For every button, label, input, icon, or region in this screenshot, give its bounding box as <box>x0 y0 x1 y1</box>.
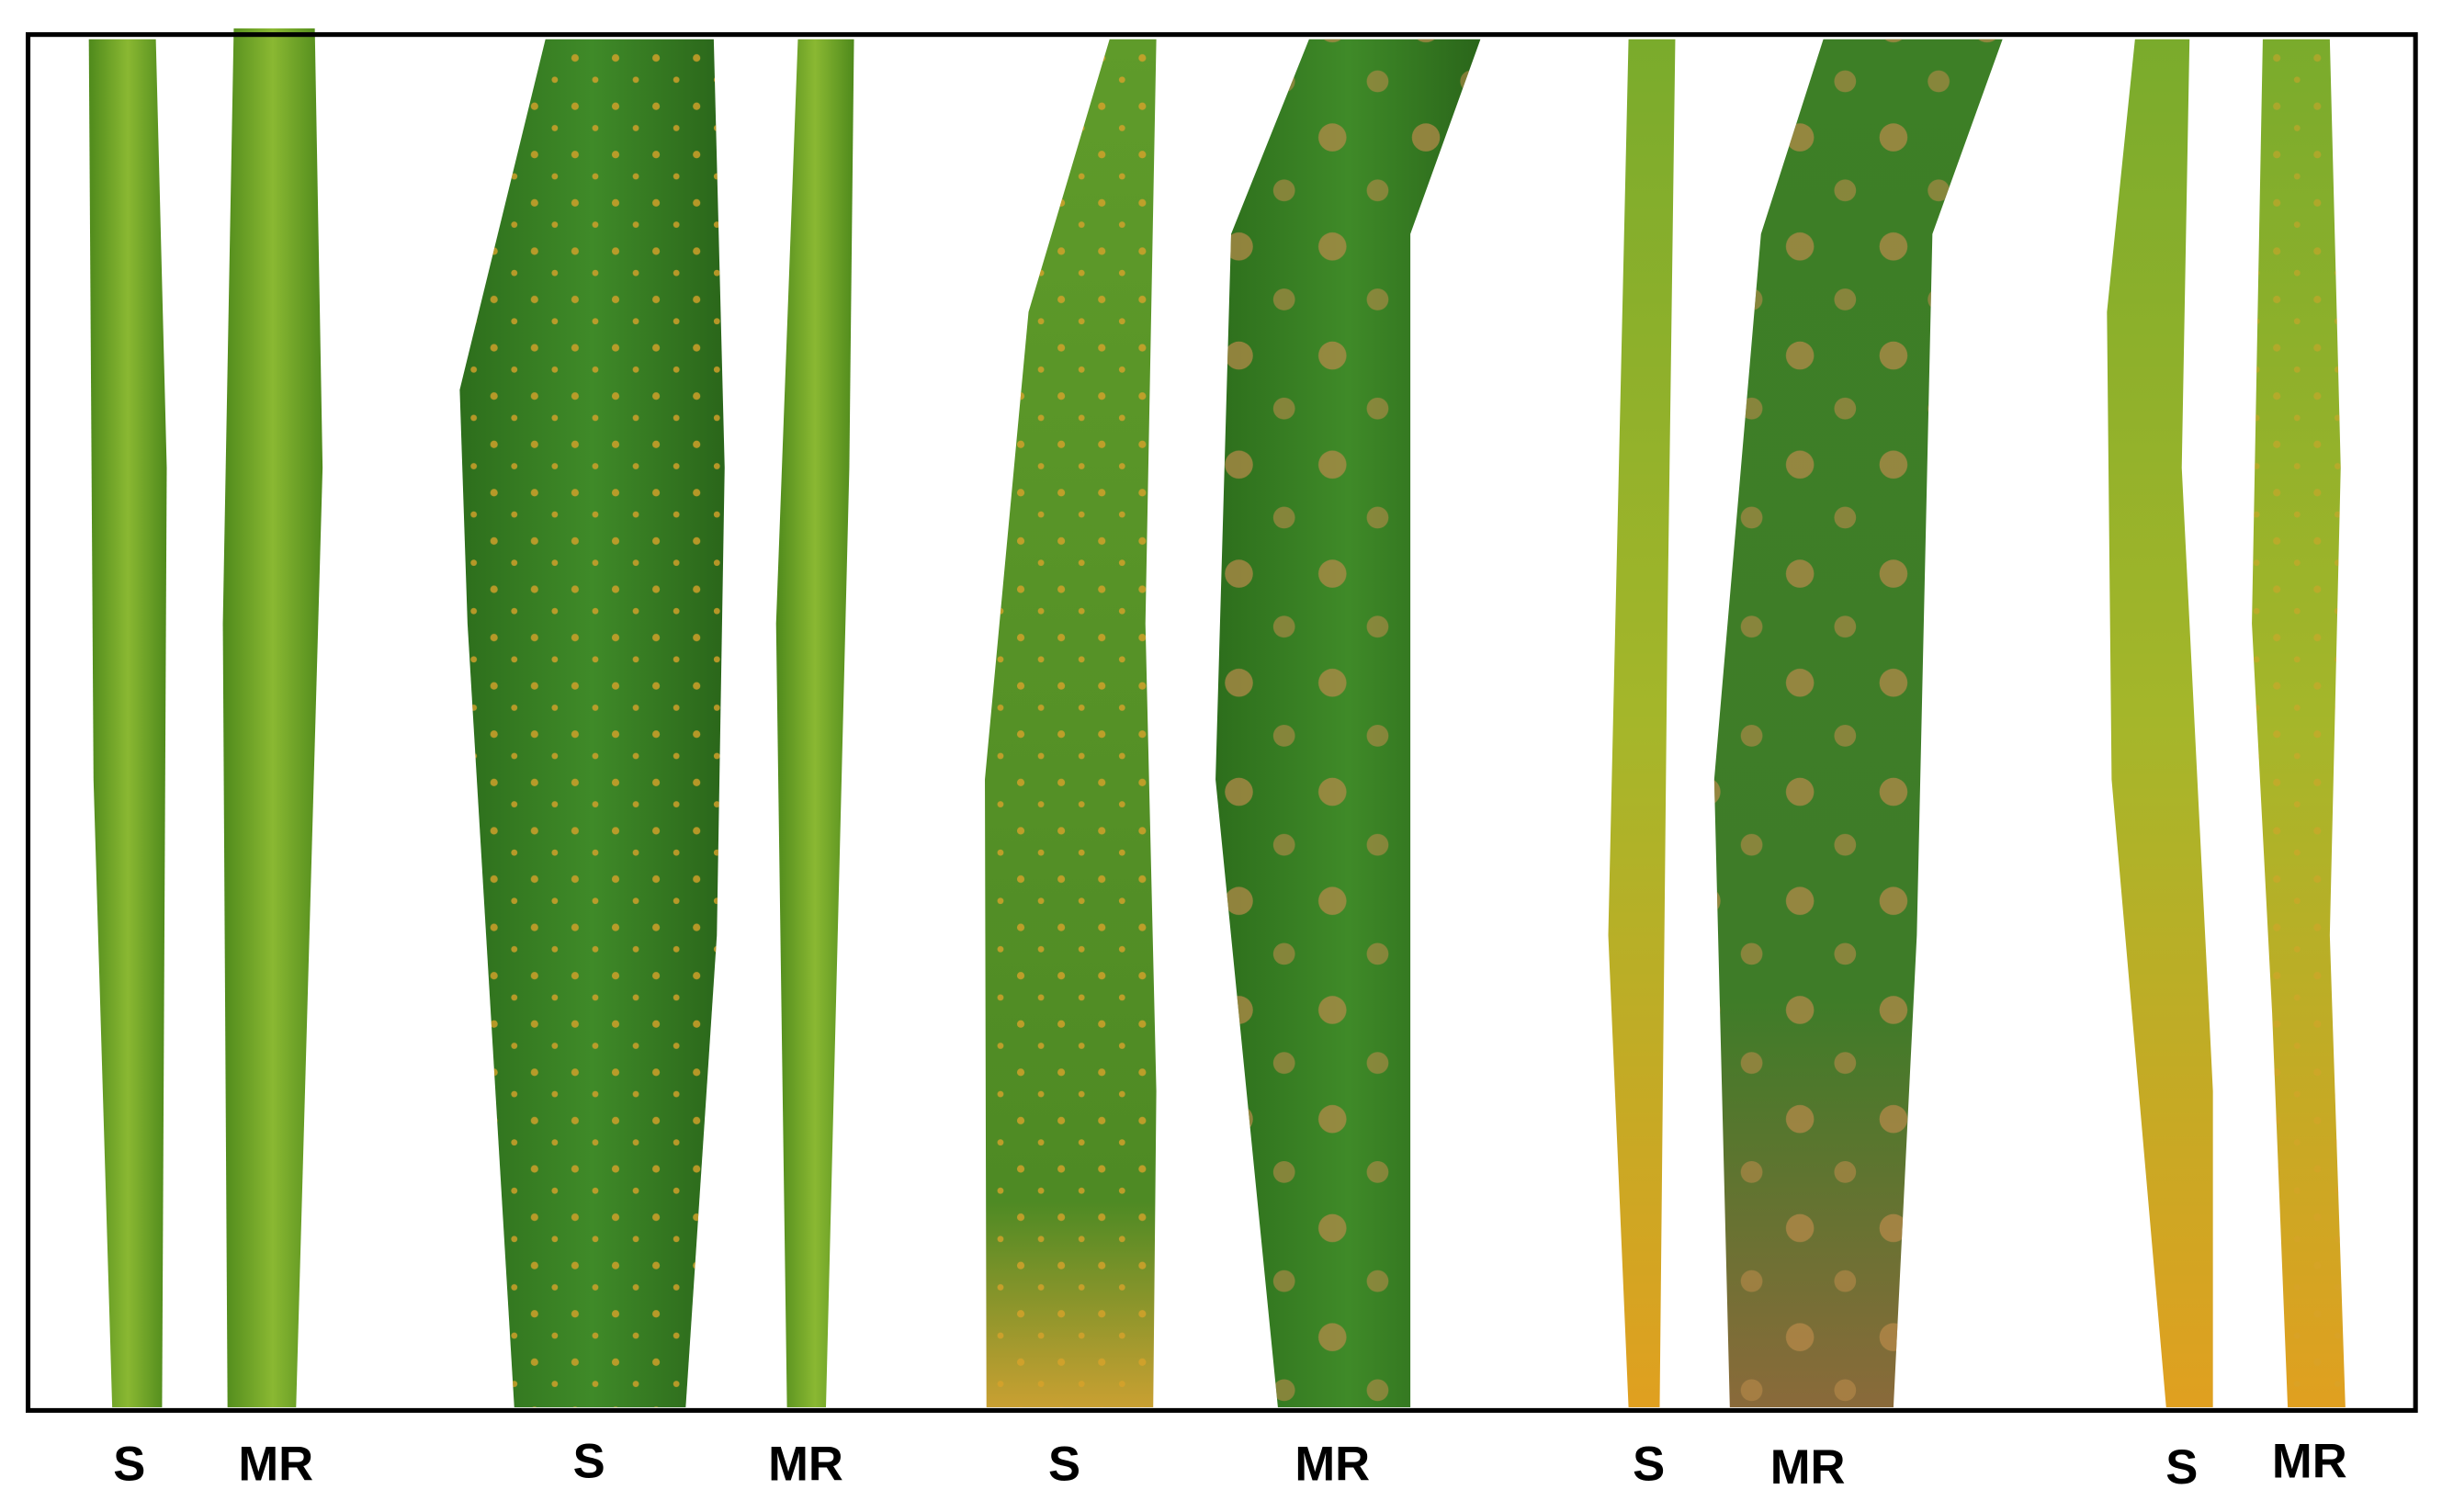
leaf <box>775 39 854 1408</box>
leaf-label: S <box>2165 1440 2198 1495</box>
leaf <box>222 28 323 1408</box>
leaf-spots <box>985 39 1157 1408</box>
leaf-spots <box>2252 39 2346 1408</box>
frame <box>25 32 2418 1413</box>
leaf-label: MR <box>768 1438 843 1492</box>
labels: S MR S MR S MR S MR S MR <box>113 1434 2346 1495</box>
leaf-label: MR <box>238 1438 313 1492</box>
leaf <box>88 39 167 1408</box>
leaf-label: S <box>1048 1438 1080 1492</box>
leaf <box>1608 39 1676 1408</box>
leaf-label: S <box>1633 1438 1665 1492</box>
leaf-label: S <box>113 1438 145 1492</box>
leaf-spots <box>459 39 725 1408</box>
leaf-spots <box>1215 39 1481 1408</box>
leaf-label: MR <box>1770 1440 1846 1495</box>
leaf-label: S <box>573 1434 605 1488</box>
leaves <box>88 28 2346 1408</box>
leaf-label: MR <box>1294 1438 1370 1492</box>
leaf-label: MR <box>2272 1434 2347 1488</box>
leaf <box>2107 39 2213 1408</box>
leaf-spots <box>1713 39 2003 1408</box>
